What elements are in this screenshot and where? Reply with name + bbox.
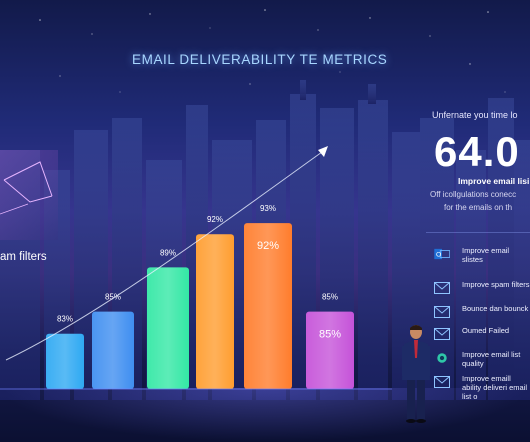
- panel-line-1: Improve email lisi: [458, 176, 530, 186]
- bar-highlight: [196, 234, 234, 389]
- bar-value-label: 83%: [57, 315, 73, 324]
- metrics-panel: Unfernate you time lo 64.0 Improve email…: [420, 0, 530, 442]
- panel-divider: [426, 232, 530, 233]
- list-item-label: Bounce dan bounck: [462, 304, 529, 313]
- list-item[interactable]: Improve emaill ability deliveri email li…: [434, 374, 530, 404]
- list-item[interactable]: Bounce dan bounck: [434, 304, 530, 334]
- list-item[interactable]: Improve email list quality: [434, 350, 530, 380]
- list-item-label: Improve spam filters: [462, 280, 530, 289]
- bar-highlight: [306, 311, 354, 389]
- bar-value-label: 85%: [105, 293, 121, 302]
- outlook-icon: O: [434, 248, 450, 260]
- bar-highlight: [92, 311, 134, 389]
- envelope-icon: [0, 161, 53, 215]
- bar-value-label: 89%: [160, 248, 176, 257]
- mail-icon: [434, 306, 450, 318]
- bar-inner-label: 85%: [319, 329, 341, 341]
- list-item[interactable]: O Improve email slistes: [434, 246, 530, 276]
- spam-filters-label: am filters: [0, 251, 47, 263]
- page-title: EMAIL DELIVERABILITY TE METRICS: [132, 52, 388, 67]
- mail-graphic-panel: [0, 150, 58, 240]
- floor-glow: [0, 388, 530, 442]
- list-item-label: Improve email list quality: [462, 350, 521, 368]
- mail-icon: [434, 328, 450, 340]
- mail-icon: [434, 282, 450, 294]
- list-item-label: Oumed Failed: [462, 326, 510, 335]
- list-item-label: Improve email slistes: [462, 246, 510, 264]
- bar-highlight: [46, 333, 84, 389]
- panel-line-3: for the emails on th: [444, 203, 513, 212]
- mail-icon: [434, 376, 450, 388]
- bar-value-label: 92%: [207, 215, 223, 224]
- trend-arrowhead-icon: [318, 146, 328, 157]
- presenter-figure: [402, 325, 430, 423]
- trend-arrow: [5, 151, 323, 361]
- panel-subtitle: Unfernate you time lo: [432, 110, 518, 120]
- bar-highlight: [244, 223, 292, 389]
- bar-inner-label: 92%: [257, 240, 279, 252]
- svg-text:O: O: [436, 252, 441, 259]
- list-item-label: Improve emaill ability deliveri email li…: [462, 374, 528, 401]
- bar-value-label: 93%: [260, 204, 276, 213]
- bullet-icon: [437, 353, 447, 363]
- panel-line-2: Off icollgulations conecc: [430, 190, 517, 199]
- bar-highlight: [147, 267, 189, 389]
- bar-value-label: 85%: [322, 293, 338, 302]
- list-item[interactable]: Oumed Failed: [434, 326, 530, 356]
- big-metric-value: 64.0: [434, 128, 520, 175]
- list-item[interactable]: Improve spam filters: [434, 280, 530, 310]
